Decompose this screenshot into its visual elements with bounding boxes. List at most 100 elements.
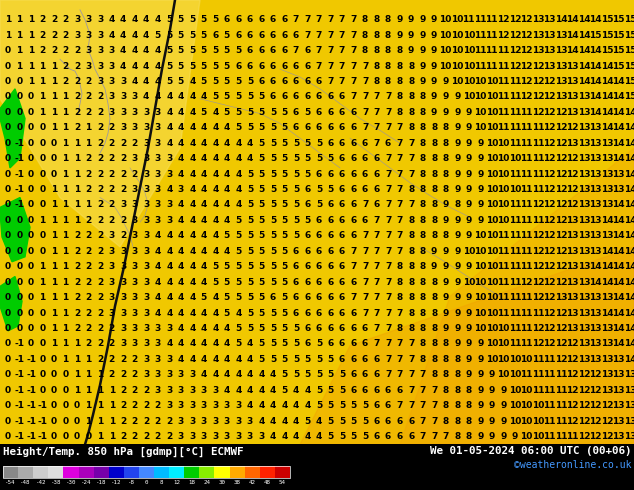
Text: 4: 4 (178, 262, 184, 271)
Text: 6: 6 (339, 293, 345, 302)
Text: 4: 4 (235, 154, 242, 163)
Text: 4: 4 (224, 386, 230, 395)
Text: 1: 1 (51, 108, 57, 117)
Text: 3: 3 (132, 93, 138, 101)
Text: 6: 6 (351, 324, 357, 333)
Text: 0: 0 (16, 216, 23, 225)
Text: 1: 1 (51, 262, 57, 271)
Text: 2: 2 (97, 278, 103, 287)
Text: 4: 4 (212, 139, 219, 148)
Text: 5: 5 (166, 62, 172, 71)
Text: -1: -1 (15, 355, 25, 364)
Text: 5: 5 (327, 370, 333, 379)
Text: 6: 6 (293, 247, 299, 256)
Text: 6: 6 (373, 355, 380, 364)
Text: 3: 3 (166, 200, 172, 210)
Text: 0: 0 (39, 386, 46, 395)
Text: 7: 7 (431, 432, 437, 441)
Text: 9: 9 (512, 432, 518, 441)
Text: 14: 14 (624, 200, 634, 210)
Text: 7: 7 (351, 93, 357, 101)
Text: -38: -38 (51, 480, 61, 485)
Text: 11: 11 (555, 386, 567, 395)
Text: 4: 4 (224, 200, 230, 210)
Text: 4: 4 (189, 231, 195, 241)
Text: 8: 8 (443, 401, 449, 410)
Text: 12: 12 (555, 340, 567, 348)
Text: 12: 12 (543, 200, 555, 210)
Text: 9: 9 (489, 386, 495, 395)
Text: 6: 6 (258, 77, 264, 86)
Text: 2: 2 (74, 123, 81, 132)
Text: 0: 0 (5, 62, 11, 71)
Text: 12: 12 (589, 401, 602, 410)
Text: 6: 6 (327, 324, 333, 333)
Text: 5: 5 (235, 108, 242, 117)
Text: 2: 2 (132, 355, 138, 364)
Text: 12: 12 (555, 309, 567, 318)
Text: 0: 0 (39, 370, 46, 379)
Text: 3: 3 (132, 262, 138, 271)
Text: 1: 1 (39, 62, 46, 71)
Text: 3: 3 (132, 340, 138, 348)
Text: 8: 8 (362, 31, 368, 40)
Text: 1: 1 (63, 93, 68, 101)
Text: 3: 3 (86, 62, 92, 71)
Text: 1: 1 (39, 108, 46, 117)
Text: 5: 5 (293, 200, 299, 210)
Text: 12: 12 (555, 185, 567, 194)
Text: 5: 5 (304, 154, 311, 163)
Text: 11: 11 (497, 262, 510, 271)
Text: 9: 9 (420, 77, 426, 86)
Text: 10: 10 (497, 370, 510, 379)
Text: 4: 4 (269, 370, 276, 379)
Text: 7: 7 (316, 46, 322, 55)
Text: 5: 5 (189, 62, 195, 71)
Text: 7: 7 (385, 93, 391, 101)
Text: 1: 1 (28, 15, 34, 24)
Text: 11: 11 (520, 324, 533, 333)
Text: 13: 13 (555, 93, 567, 101)
Text: 14: 14 (624, 293, 634, 302)
Text: 4: 4 (200, 231, 207, 241)
Text: 11: 11 (474, 15, 486, 24)
Text: 7: 7 (373, 123, 380, 132)
Text: 6: 6 (351, 216, 357, 225)
Text: 14: 14 (600, 247, 613, 256)
Text: 0: 0 (28, 324, 34, 333)
Text: 9: 9 (454, 278, 460, 287)
Text: 11: 11 (508, 170, 521, 179)
Text: 7: 7 (396, 231, 403, 241)
Text: 9: 9 (443, 278, 449, 287)
Text: 11: 11 (520, 123, 533, 132)
Text: 14: 14 (600, 216, 613, 225)
Text: 8: 8 (431, 185, 437, 194)
Text: 4: 4 (189, 139, 195, 148)
Text: 7: 7 (431, 401, 437, 410)
Text: 3: 3 (178, 401, 184, 410)
Text: 8: 8 (385, 62, 391, 71)
Text: 5: 5 (351, 432, 357, 441)
Text: 2: 2 (86, 231, 92, 241)
Text: 2: 2 (97, 247, 103, 256)
Text: 1: 1 (86, 370, 92, 379)
Text: ©weatheronline.co.uk: ©weatheronline.co.uk (514, 460, 631, 470)
Text: -24: -24 (81, 480, 91, 485)
Text: 14: 14 (624, 355, 634, 364)
Text: 0: 0 (16, 324, 23, 333)
Text: -1: -1 (26, 401, 36, 410)
Text: 10: 10 (520, 355, 533, 364)
Text: 7: 7 (420, 386, 426, 395)
Text: 14: 14 (612, 139, 624, 148)
Text: 14: 14 (589, 108, 602, 117)
Text: 10: 10 (486, 216, 498, 225)
Text: 9: 9 (454, 154, 460, 163)
Text: 7: 7 (373, 278, 380, 287)
Text: 0: 0 (28, 278, 34, 287)
Text: 3: 3 (120, 293, 126, 302)
Text: 5: 5 (281, 340, 288, 348)
Text: 6: 6 (327, 340, 333, 348)
Text: 10: 10 (520, 401, 533, 410)
Text: 6: 6 (385, 386, 391, 395)
Text: 1: 1 (16, 46, 23, 55)
